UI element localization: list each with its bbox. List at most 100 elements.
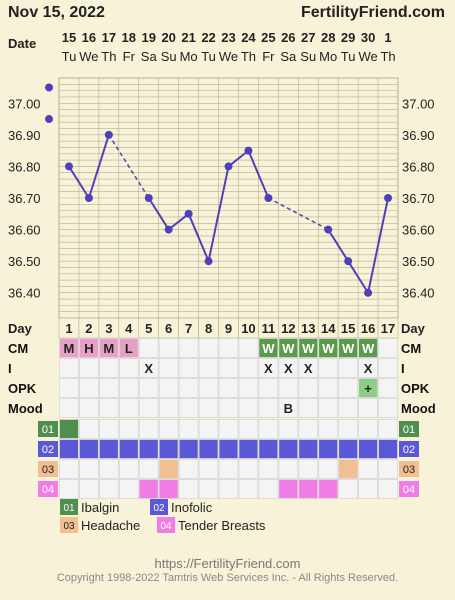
symptom-cell[interactable] <box>98 419 119 439</box>
temperature-point[interactable] <box>264 194 273 202</box>
observation-cell[interactable] <box>79 358 99 378</box>
symptom-cell[interactable] <box>258 419 279 439</box>
symptom-cell[interactable] <box>298 479 319 499</box>
symptom-cell[interactable] <box>138 459 159 479</box>
symptom-cell[interactable] <box>358 459 378 479</box>
observation-cell[interactable] <box>178 338 199 358</box>
observation-cell[interactable] <box>358 378 378 398</box>
observation-cell[interactable] <box>59 358 79 378</box>
symptom-cell[interactable] <box>218 419 239 439</box>
observation-cell[interactable] <box>358 358 378 378</box>
symptom-cell[interactable] <box>378 419 398 439</box>
observation-cell[interactable] <box>198 338 219 358</box>
symptom-cell[interactable] <box>79 439 99 459</box>
temperature-point[interactable] <box>144 194 153 202</box>
observation-cell[interactable] <box>98 358 119 378</box>
symptom-cell[interactable] <box>198 459 219 479</box>
observation-cell[interactable] <box>238 378 259 398</box>
symptom-cell[interactable] <box>118 419 139 439</box>
observation-cell[interactable] <box>118 378 139 398</box>
symptom-cell[interactable] <box>298 459 319 479</box>
symptom-cell[interactable] <box>378 459 398 479</box>
symptom-cell[interactable] <box>178 479 199 499</box>
symptom-cell[interactable] <box>198 479 219 499</box>
symptom-cell[interactable] <box>338 459 359 479</box>
observation-cell[interactable] <box>79 378 99 398</box>
symptom-cell[interactable] <box>378 479 398 499</box>
observation-cell[interactable] <box>258 338 279 358</box>
observation-cell[interactable] <box>218 398 239 418</box>
symptom-cell[interactable] <box>318 439 339 459</box>
observation-cell[interactable] <box>338 338 359 358</box>
observation-cell[interactable] <box>198 358 219 378</box>
symptom-cell[interactable] <box>238 439 259 459</box>
symptom-cell[interactable] <box>79 419 99 439</box>
observation-cell[interactable] <box>138 358 159 378</box>
symptom-cell[interactable] <box>238 419 259 439</box>
observation-cell[interactable] <box>278 378 299 398</box>
symptom-cell[interactable] <box>338 439 359 459</box>
observation-cell[interactable] <box>358 398 378 418</box>
symptom-cell[interactable] <box>318 419 339 439</box>
observation-cell[interactable] <box>278 358 299 378</box>
observation-cell[interactable] <box>79 338 99 358</box>
observation-cell[interactable] <box>138 398 159 418</box>
observation-cell[interactable] <box>158 378 179 398</box>
symptom-cell[interactable] <box>138 419 159 439</box>
observation-cell[interactable] <box>178 378 199 398</box>
excluded-temperature-point[interactable] <box>45 115 54 124</box>
observation-cell[interactable] <box>338 378 359 398</box>
observation-cell[interactable] <box>118 358 139 378</box>
observation-cell[interactable] <box>118 398 139 418</box>
symptom-cell[interactable] <box>118 479 139 499</box>
symptom-cell[interactable] <box>318 459 339 479</box>
symptom-cell[interactable] <box>198 439 219 459</box>
observation-cell[interactable] <box>298 398 319 418</box>
symptom-cell[interactable] <box>59 459 79 479</box>
observation-cell[interactable] <box>158 398 179 418</box>
observation-cell[interactable] <box>298 358 319 378</box>
symptom-cell[interactable] <box>258 439 279 459</box>
symptom-cell[interactable] <box>98 459 119 479</box>
observation-cell[interactable] <box>59 398 79 418</box>
observation-cell[interactable] <box>178 358 199 378</box>
observation-cell[interactable] <box>98 378 119 398</box>
symptom-cell[interactable] <box>59 419 79 439</box>
observation-cell[interactable] <box>278 338 299 358</box>
observation-cell[interactable] <box>178 398 199 418</box>
symptom-cell[interactable] <box>358 419 378 439</box>
observation-cell[interactable] <box>238 358 259 378</box>
temperature-point[interactable] <box>204 257 213 266</box>
observation-cell[interactable] <box>238 398 259 418</box>
temperature-point[interactable] <box>224 162 233 171</box>
temperature-point[interactable] <box>344 257 353 266</box>
temperature-point[interactable] <box>384 194 393 202</box>
symptom-cell[interactable] <box>158 439 179 459</box>
observation-cell[interactable] <box>218 358 239 378</box>
symptom-cell[interactable] <box>278 479 299 499</box>
observation-cell[interactable] <box>158 358 179 378</box>
observation-cell[interactable] <box>338 358 359 378</box>
observation-cell[interactable] <box>378 398 398 418</box>
symptom-cell[interactable] <box>118 459 139 479</box>
symptom-cell[interactable] <box>278 419 299 439</box>
observation-cell[interactable] <box>318 358 339 378</box>
site-name[interactable]: FertilityFriend.com <box>300 4 445 21</box>
observation-cell[interactable] <box>298 378 319 398</box>
symptom-cell[interactable] <box>258 459 279 479</box>
observation-cell[interactable] <box>158 338 179 358</box>
symptom-cell[interactable] <box>178 419 199 439</box>
observation-cell[interactable] <box>238 338 259 358</box>
temperature-point[interactable] <box>104 130 113 139</box>
symptom-cell[interactable] <box>158 419 179 439</box>
symptom-cell[interactable] <box>138 439 159 459</box>
temperature-point[interactable] <box>164 225 173 234</box>
symptom-cell[interactable] <box>298 439 319 459</box>
observation-cell[interactable] <box>318 378 339 398</box>
observation-cell[interactable] <box>118 338 139 358</box>
symptom-cell[interactable] <box>378 439 398 459</box>
observation-cell[interactable] <box>258 358 279 378</box>
symptom-cell[interactable] <box>278 459 299 479</box>
observation-cell[interactable] <box>198 398 219 418</box>
observation-cell[interactable] <box>218 378 239 398</box>
